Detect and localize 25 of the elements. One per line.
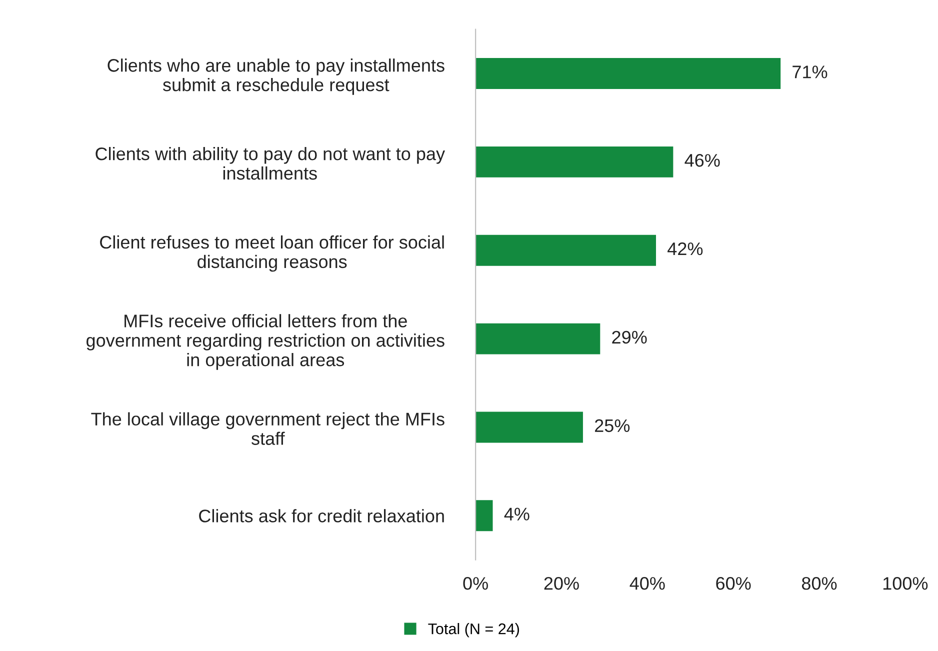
data-label: 71%: [792, 66, 828, 78]
y-tick-label: Clients ask for credit relaxation: [199, 509, 444, 522]
data-label: 4%: [504, 508, 530, 520]
x-tick-label: 40%: [630, 577, 665, 590]
y-tick-label: Client refuses to meet loan officer for social distancing reasons: [100, 235, 444, 272]
y-tick-label: Clients who are unable to pay installments submit a reschedule request: [108, 58, 444, 95]
data-label: 42%: [668, 242, 703, 256]
data-label: 46%: [684, 154, 720, 167]
x-tick-label: 20%: [544, 577, 579, 590]
bar: [476, 58, 781, 89]
x-tick-label: 100%: [883, 577, 928, 590]
y-tick-label: The local village government reject the MFIs staff: [91, 412, 444, 445]
y-tick-label: Clients with ability to pay do not want to pay installments: [96, 146, 445, 180]
x-tick-label: 0%: [463, 577, 488, 590]
bar: [476, 323, 600, 354]
data-label: 25%: [594, 419, 630, 432]
bar: [476, 412, 583, 443]
bar: [476, 234, 656, 266]
x-tick-label: 60%: [716, 577, 751, 590]
data-label: 29%: [612, 330, 647, 344]
legend-label: Total (N = 24): [428, 623, 520, 638]
y-tick-label: MFIs receive official letters from the government regarding restriction on activities in operational areas: [86, 314, 444, 370]
bar: [476, 146, 674, 178]
x-tick-label: 80%: [802, 577, 837, 590]
bar: [476, 500, 493, 532]
